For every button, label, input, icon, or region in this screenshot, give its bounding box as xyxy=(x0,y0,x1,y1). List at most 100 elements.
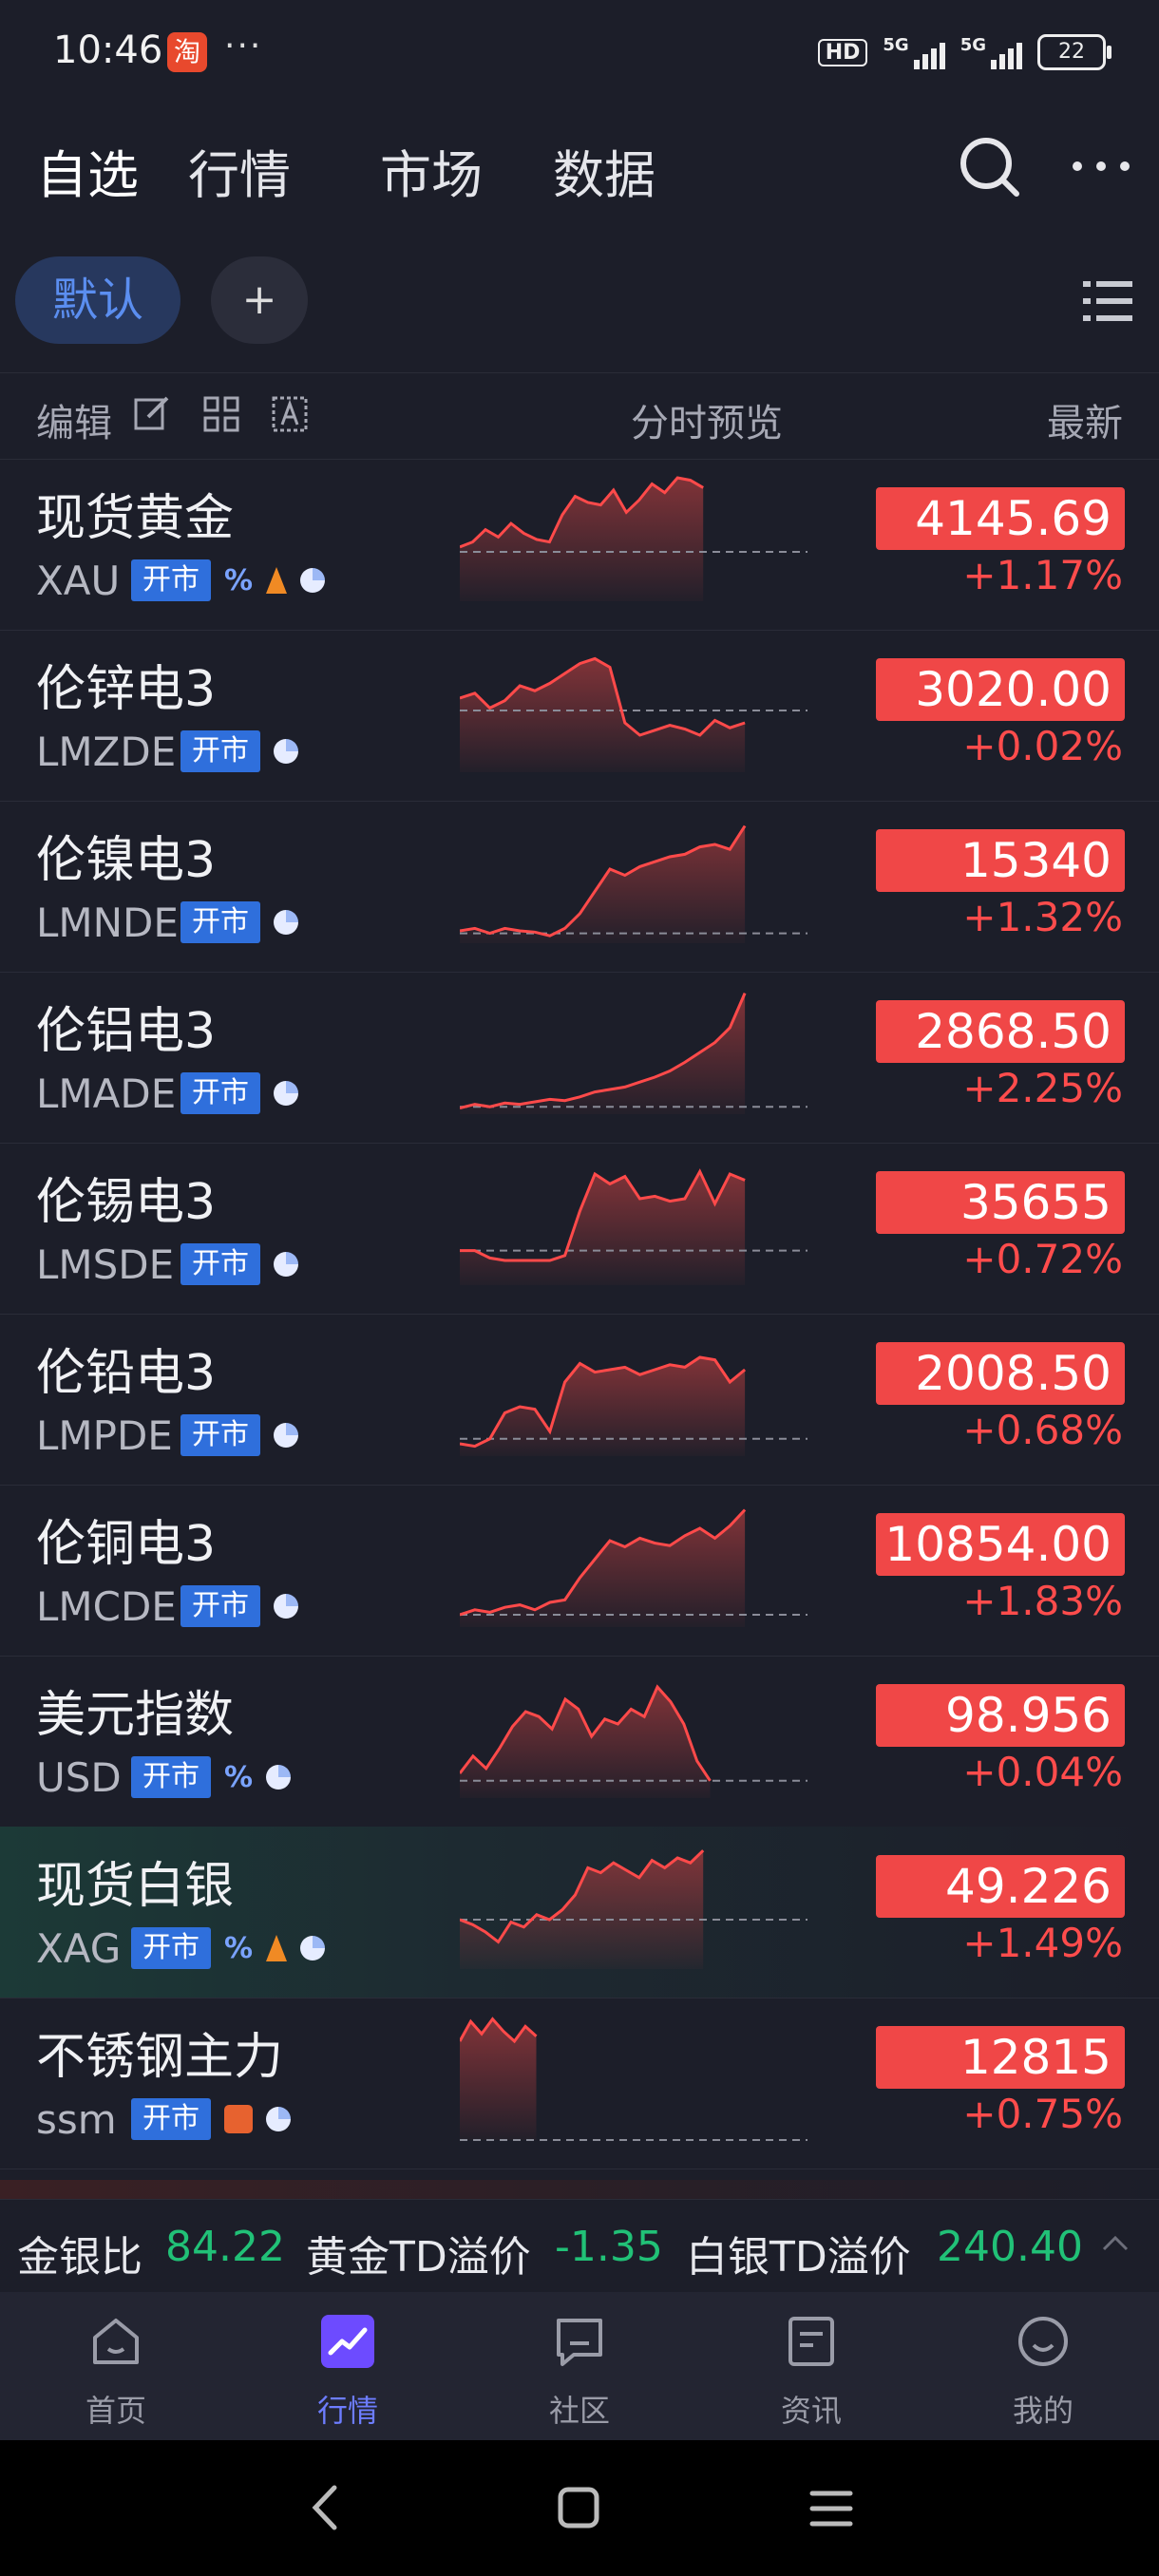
sparkline-line xyxy=(460,1168,746,1262)
market-open-badge: 开市 xyxy=(131,1756,211,1798)
instrument-name: 伦锡电3 xyxy=(36,1174,217,1231)
signal-icon-2: 5G xyxy=(960,35,1022,69)
intraday-sparkline xyxy=(460,656,808,772)
table-row[interactable]: 现货白银 XAG 开市% 49.226 +1.49% xyxy=(0,1827,1159,1998)
instrument-code: XAU xyxy=(36,558,121,604)
silver-td-premium-label: 白银TD溢价 xyxy=(686,2233,911,2282)
edit-icon[interactable] xyxy=(133,394,171,432)
tab-data[interactable]: 数据 xyxy=(553,145,656,205)
add-group-button[interactable]: + xyxy=(211,256,308,344)
instrument-name: 不锈钢主力 xyxy=(36,2029,284,2086)
latest-price[interactable]: 4145.69 xyxy=(876,487,1125,550)
nav-news[interactable]: 资讯 xyxy=(745,2313,878,2431)
nav-home[interactable]: 首页 xyxy=(49,2313,182,2431)
table-row[interactable]: 伦锌电3 LMZDE 开市 3020.00 +0.02% xyxy=(0,630,1159,802)
tab-quotes[interactable]: 行情 xyxy=(188,145,291,205)
tab-watchlist[interactable]: 自选 xyxy=(36,145,139,205)
recent-apps-icon[interactable] xyxy=(809,2488,853,2529)
more-icon[interactable] xyxy=(1068,133,1134,199)
table-row[interactable]: 伦铜电3 LMCDE 开市 10854.00 +1.83% xyxy=(0,1485,1159,1657)
tower-icon xyxy=(266,567,288,594)
intraday-preview-label: 分时预览 xyxy=(631,402,783,445)
table-row[interactable]: 不锈钢主力 ssm 开市 12815 +0.75% xyxy=(0,1998,1159,2169)
percent-change: +1.83% xyxy=(962,1578,1123,1624)
percent-change: +0.68% xyxy=(962,1407,1123,1453)
status-tags: 开市% xyxy=(131,1927,326,1969)
nav-me[interactable]: 我的 xyxy=(977,2313,1110,2431)
status-tags: 开市 xyxy=(180,1585,298,1627)
search-icon[interactable] xyxy=(956,133,1022,199)
nav-community[interactable]: 社区 xyxy=(513,2313,646,2431)
table-row[interactable]: 美元指数 USD 开市% 98.956 +0.04% xyxy=(0,1656,1159,1828)
latest-price[interactable]: 35655 xyxy=(876,1171,1125,1234)
sparkline-area xyxy=(460,1171,746,1285)
system-nav-bar xyxy=(0,2440,1159,2576)
tower-icon xyxy=(266,1935,288,1961)
battery-icon: 22 xyxy=(1037,34,1112,70)
sparkline-area xyxy=(460,1850,704,1969)
news-document-icon xyxy=(788,2317,834,2366)
percent-change: +0.02% xyxy=(962,723,1123,769)
sparkline-line xyxy=(460,2017,538,2044)
taobao-app-icon: 淘 xyxy=(167,32,207,72)
partial-next-row xyxy=(0,2180,1159,2199)
chevron-up-icon[interactable] xyxy=(1100,2228,1130,2259)
percent-icon: % xyxy=(224,1760,254,1794)
latest-price[interactable]: 15340 xyxy=(876,829,1125,892)
latest-price[interactable]: 10854.00 xyxy=(876,1513,1125,1576)
table-row[interactable]: 伦锡电3 LMSDE 开市 35655 +0.72% xyxy=(0,1143,1159,1315)
latest-price[interactable]: 2008.50 xyxy=(876,1342,1125,1405)
percent-change: +0.72% xyxy=(962,1236,1123,1282)
instrument-code: XAG xyxy=(36,1925,122,1972)
latest-price[interactable]: 2868.50 xyxy=(876,1000,1125,1063)
percent-change: +0.75% xyxy=(962,2091,1123,2137)
nav-home-label: 首页 xyxy=(85,2393,146,2429)
market-open-badge: 开市 xyxy=(131,559,211,601)
table-row[interactable]: 现货黄金 XAU 开市% 4145.69 +1.17% xyxy=(0,459,1159,631)
sparkline-area xyxy=(460,825,746,943)
latest-price[interactable]: 98.956 xyxy=(876,1684,1125,1747)
sparkline-line xyxy=(460,1355,747,1449)
latest-price-label[interactable]: 最新 xyxy=(1047,402,1123,445)
instrument-name: 美元指数 xyxy=(36,1687,235,1744)
status-tags: 开市 xyxy=(180,730,298,772)
instrument-name: 现货黄金 xyxy=(36,490,235,547)
gold-silver-ratio-value: 84.22 xyxy=(165,2223,285,2271)
instrument-name: 伦镍电3 xyxy=(36,832,217,889)
table-row[interactable]: 伦铝电3 LMADE 开市 2868.50 +2.25% xyxy=(0,972,1159,1144)
nav-news-label: 资讯 xyxy=(780,2393,842,2429)
more-notifications-icon: ··· xyxy=(224,27,263,66)
nav-quotes-label: 行情 xyxy=(316,2393,378,2429)
nav-community-label: 社区 xyxy=(548,2393,610,2429)
list-menu-icon[interactable] xyxy=(1083,277,1132,325)
pie-chart-icon xyxy=(300,1936,326,1960)
latest-price[interactable]: 12815 xyxy=(876,2026,1125,2089)
sparkline-line xyxy=(460,476,704,549)
group-default-chip[interactable]: 默认 xyxy=(15,256,180,344)
intraday-sparkline xyxy=(460,1508,808,1627)
pie-chart-icon xyxy=(274,910,298,935)
sparkline-area xyxy=(460,1357,746,1456)
market-open-badge: 开市 xyxy=(180,1072,260,1114)
nav-quotes[interactable]: 行情 xyxy=(281,2313,414,2431)
group-chips: 默认 + xyxy=(0,256,1159,348)
sparkline-line xyxy=(460,993,747,1109)
spread-ticker[interactable]: 金银比 84.22 黄金TD溢价 -1.35 白银TD溢价 240.40 xyxy=(0,2199,1159,2293)
tab-market[interactable]: 市场 xyxy=(380,145,483,205)
percent-change: +1.17% xyxy=(962,552,1123,598)
font-size-icon[interactable] xyxy=(272,396,308,432)
table-row[interactable]: 伦镍电3 LMNDE 开市 15340 +1.32% xyxy=(0,801,1159,973)
table-row[interactable]: 伦铅电3 LMPDE 开市 2008.50 +0.68% xyxy=(0,1314,1159,1486)
latest-price[interactable]: 49.226 xyxy=(876,1855,1125,1918)
home-icon xyxy=(93,2319,139,2364)
sparkline-line xyxy=(460,1508,747,1617)
home-square-icon[interactable] xyxy=(557,2486,600,2529)
grid-view-icon[interactable] xyxy=(203,396,239,432)
latest-price[interactable]: 3020.00 xyxy=(876,658,1125,721)
status-tags: 开市 xyxy=(180,1414,298,1456)
hd-icon: HD xyxy=(817,38,868,66)
instrument-code: LMNDE xyxy=(36,900,179,946)
back-icon[interactable] xyxy=(306,2482,344,2533)
edit-label[interactable]: 编辑 xyxy=(36,402,112,445)
market-open-badge: 开市 xyxy=(180,901,260,943)
